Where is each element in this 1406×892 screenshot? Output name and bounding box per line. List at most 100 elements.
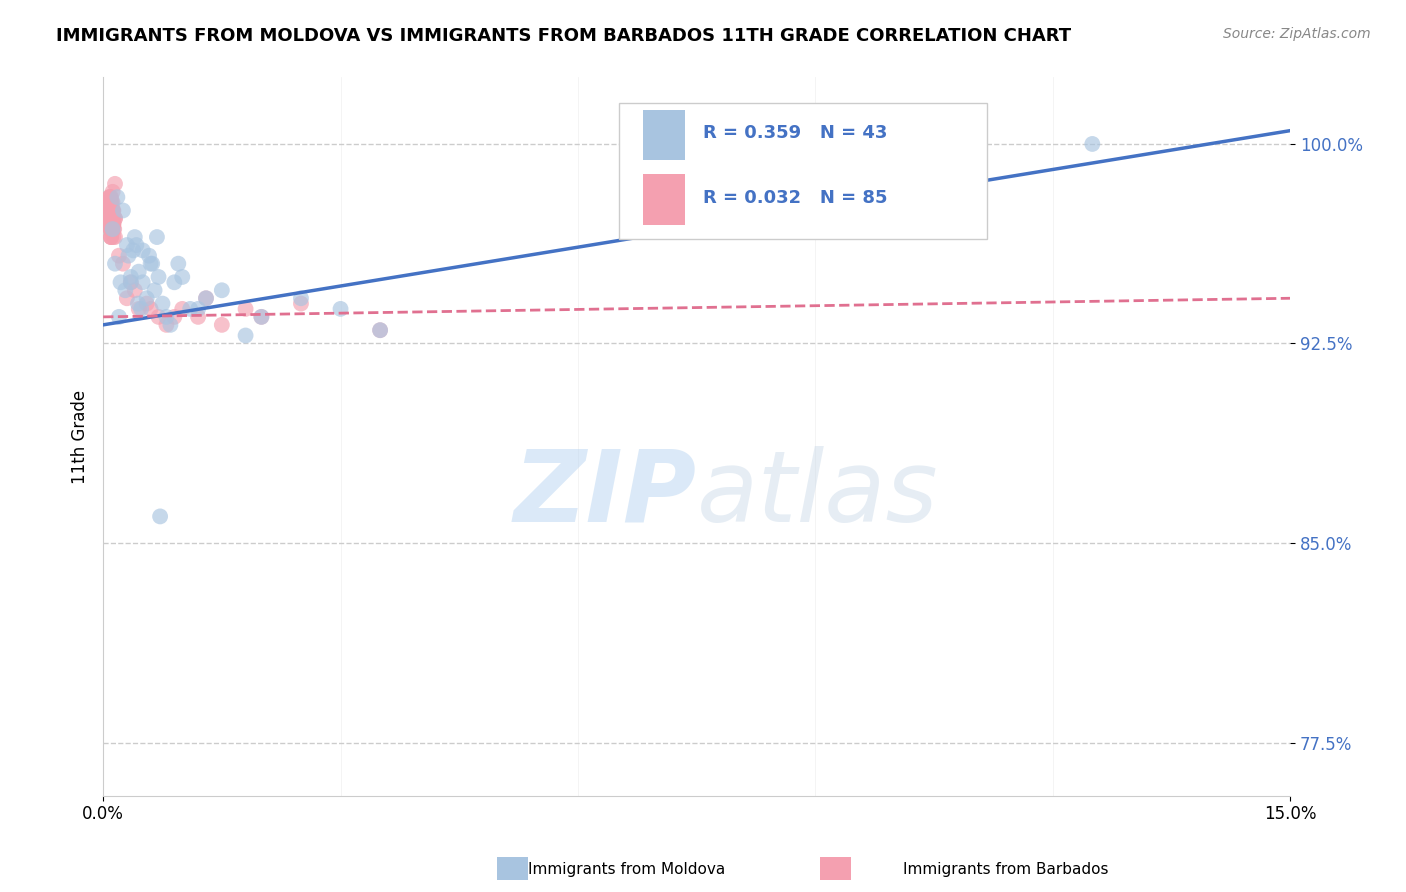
Point: [98, 190, 121, 204]
Point: [135, 291, 157, 305]
Point: [108, 310, 131, 324]
Point: [105, 190, 128, 204]
Point: [101, 217, 124, 231]
Point: [159, 318, 181, 332]
Point: [115, 291, 138, 305]
Point: [115, 238, 138, 252]
Point: [101, 217, 124, 231]
Point: [155, 318, 177, 332]
Point: [101, 195, 124, 210]
Point: [100, 222, 122, 236]
Point: [368, 323, 391, 337]
Point: [128, 301, 150, 316]
Point: [100, 222, 122, 236]
Point: [100, 203, 122, 218]
Point: [101, 203, 124, 218]
Point: [98, 211, 121, 226]
Point: [101, 203, 124, 218]
Point: [100, 211, 122, 226]
Point: [131, 244, 153, 258]
Point: [167, 257, 190, 271]
Point: [117, 249, 139, 263]
Point: [124, 230, 146, 244]
Point: [98, 195, 121, 210]
Point: [110, 275, 132, 289]
Point: [100, 217, 122, 231]
Text: Immigrants from Moldova: Immigrants from Moldova: [527, 863, 725, 877]
Point: [101, 203, 124, 218]
Point: [101, 203, 124, 218]
Point: [101, 203, 124, 218]
Text: R = 0.359   N = 43: R = 0.359 N = 43: [703, 125, 887, 143]
Point: [139, 301, 162, 316]
Point: [100, 230, 122, 244]
Point: [108, 249, 131, 263]
Point: [98, 203, 121, 218]
Point: [100, 195, 122, 210]
Text: R = 0.032   N = 85: R = 0.032 N = 85: [703, 189, 887, 207]
Point: [103, 203, 125, 218]
Text: ZIP: ZIP: [513, 446, 696, 542]
Point: [149, 509, 172, 524]
Point: [143, 283, 166, 297]
Point: [131, 275, 153, 289]
Point: [290, 291, 312, 305]
Point: [125, 238, 148, 252]
Point: [139, 257, 162, 271]
Point: [98, 211, 121, 226]
Point: [1081, 136, 1104, 151]
Point: [100, 217, 122, 231]
Point: [101, 222, 124, 236]
Point: [172, 270, 194, 285]
Point: [104, 257, 127, 271]
Point: [146, 230, 169, 244]
Point: [100, 230, 122, 244]
Point: [101, 222, 124, 236]
Point: [141, 257, 163, 271]
Point: [100, 222, 122, 236]
Point: [101, 217, 124, 231]
Point: [120, 275, 142, 289]
Point: [124, 283, 146, 297]
Point: [290, 296, 312, 310]
Point: [155, 310, 177, 324]
Point: [103, 217, 125, 231]
Point: [129, 301, 152, 316]
FancyBboxPatch shape: [620, 103, 987, 239]
Point: [103, 230, 125, 244]
Point: [211, 283, 233, 297]
Point: [101, 217, 124, 231]
Point: [195, 291, 218, 305]
Point: [250, 310, 273, 324]
Point: [179, 301, 201, 316]
Point: [98, 190, 121, 204]
Point: [103, 211, 125, 226]
Bar: [643, 175, 685, 225]
Point: [111, 203, 134, 218]
Point: [148, 310, 170, 324]
Point: [103, 222, 125, 236]
Point: [250, 310, 273, 324]
Text: IMMIGRANTS FROM MOLDOVA VS IMMIGRANTS FROM BARBADOS 11TH GRADE CORRELATION CHART: IMMIGRANTS FROM MOLDOVA VS IMMIGRANTS FR…: [56, 27, 1071, 45]
Point: [98, 190, 121, 204]
Point: [100, 222, 122, 236]
Point: [101, 222, 124, 236]
Point: [98, 203, 121, 218]
Point: [138, 249, 160, 263]
Point: [98, 211, 121, 226]
Point: [120, 275, 142, 289]
Point: [187, 310, 209, 324]
Point: [104, 211, 127, 226]
Point: [163, 275, 186, 289]
Point: [152, 296, 174, 310]
Point: [98, 211, 121, 226]
Point: [101, 222, 124, 236]
Point: [98, 222, 121, 236]
Point: [114, 283, 136, 297]
Point: [101, 203, 124, 218]
Point: [101, 217, 124, 231]
Point: [120, 270, 142, 285]
Point: [101, 211, 124, 226]
Point: [100, 203, 122, 218]
Point: [128, 265, 150, 279]
